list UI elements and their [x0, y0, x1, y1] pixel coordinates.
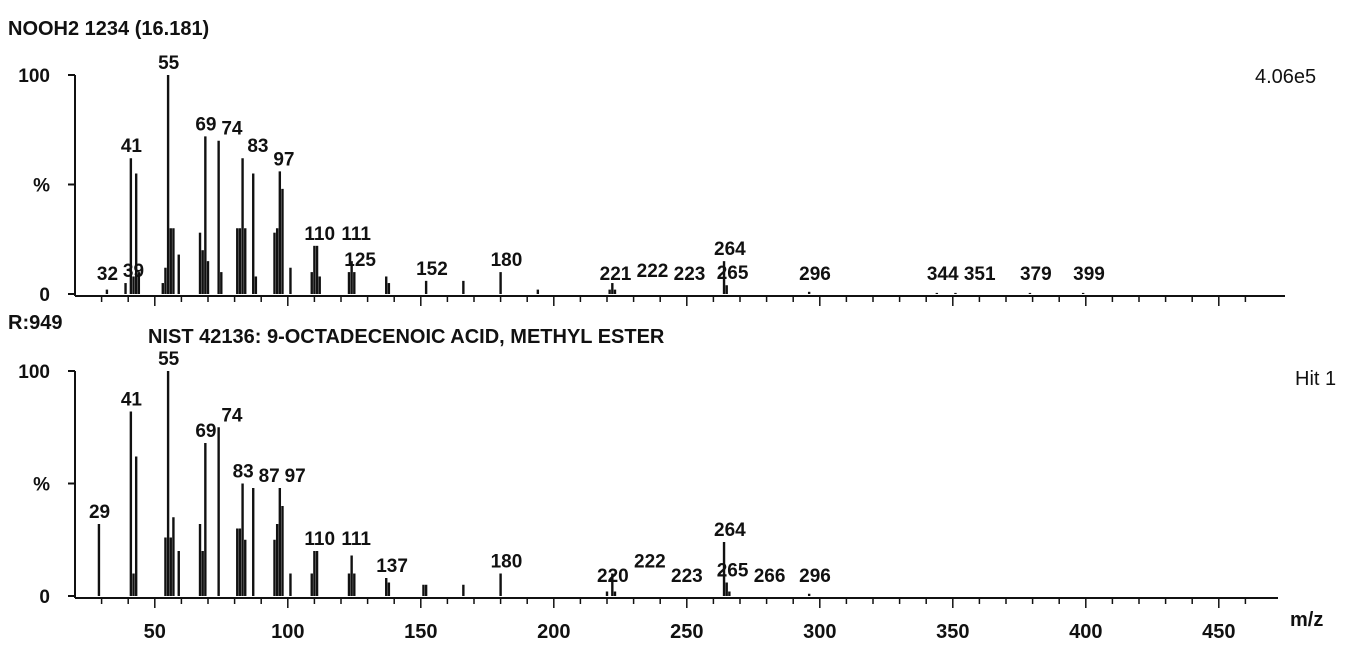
peak-label: 97: [273, 149, 294, 170]
peak-label: 264: [714, 520, 746, 541]
peak-label: 39: [123, 261, 144, 282]
peak-label: 74: [221, 119, 243, 140]
peak-label: 180: [491, 552, 523, 573]
peak-label: 32: [97, 264, 118, 285]
peak-label: 125: [344, 250, 376, 271]
peak-label: 220: [597, 566, 629, 587]
peak-label: 296: [799, 264, 831, 285]
peak-label: 265: [717, 561, 749, 582]
peak-label: 296: [799, 566, 831, 587]
x-tick-label: 250: [670, 621, 703, 643]
peak-label: 97: [285, 466, 306, 487]
x-axis-label: m/z: [1290, 609, 1323, 631]
peak-label: 266: [754, 566, 786, 587]
y-tick-label: 100: [18, 362, 50, 383]
x-tick-label: 450: [1202, 621, 1235, 643]
peak-label: 223: [671, 566, 703, 587]
x-tick-label: 100: [271, 621, 304, 643]
x-tick-label: 150: [404, 621, 437, 643]
peak-label: 379: [1020, 264, 1052, 285]
y-tick-label: 100: [18, 66, 50, 87]
peak-label: 265: [717, 263, 749, 284]
peak-label: 55: [158, 349, 180, 370]
x-tick-label: 50: [144, 621, 166, 643]
peak-label: 111: [341, 529, 371, 550]
peak-label: 221: [600, 264, 632, 285]
peak-label: 69: [195, 421, 216, 442]
peak-label: 74: [221, 405, 243, 426]
scale-label: 4.06e5: [1255, 66, 1317, 88]
y-tick-label: 0: [39, 285, 50, 306]
x-tick-label: 350: [936, 621, 969, 643]
x-tick-label: 400: [1069, 621, 1102, 643]
peak-label: 83: [247, 136, 268, 157]
peak-label: 69: [195, 114, 216, 135]
peak-label: 399: [1073, 264, 1105, 285]
peak-label: 29: [89, 502, 110, 523]
peak-label: 111: [341, 224, 371, 245]
y-tick-label: 0: [39, 587, 50, 608]
library-hit-id: R:949: [8, 312, 63, 334]
peak-label: 87: [259, 466, 280, 487]
peak-label: 344: [927, 264, 959, 285]
y-tick-label: %: [33, 475, 50, 496]
peak-label: 223: [674, 264, 706, 285]
x-tick-label: 300: [803, 621, 836, 643]
x-tick-label: 200: [537, 621, 570, 643]
peak-label: 222: [637, 261, 669, 282]
peak-label: 110: [304, 529, 335, 550]
peak-label: 41: [121, 136, 143, 157]
spectrum-title: NOOH2 1234 (16.181): [8, 18, 210, 40]
peak-label: 264: [714, 239, 746, 260]
peak-label: 55: [158, 53, 180, 74]
peak-label: 110: [304, 224, 335, 245]
peak-label: 222: [634, 552, 666, 573]
y-tick-label: %: [33, 176, 50, 197]
peak-label: 41: [121, 390, 143, 411]
peak-label: 152: [416, 259, 448, 280]
peak-label: 351: [964, 264, 996, 285]
hit-label: Hit 1: [1295, 368, 1337, 390]
peak-label: 83: [233, 462, 254, 483]
peak-label: 180: [491, 250, 523, 271]
library-hit-title: NIST 42136: 9-OCTADECENOIC ACID, METHYL …: [148, 326, 665, 348]
peak-label: 137: [376, 556, 408, 577]
